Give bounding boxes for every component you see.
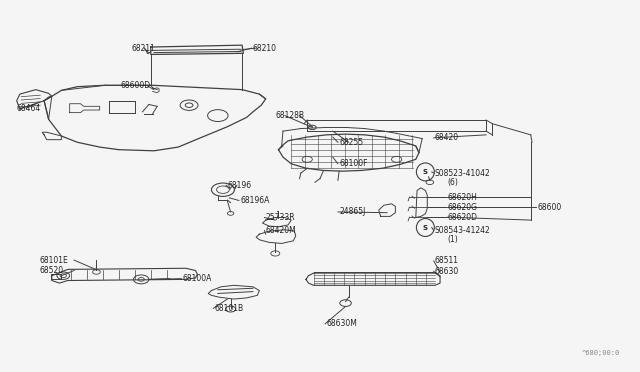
Text: 68100F: 68100F xyxy=(339,159,367,168)
Text: 68620G: 68620G xyxy=(448,203,477,212)
Text: 68128B: 68128B xyxy=(275,111,304,120)
Text: 68600D: 68600D xyxy=(121,81,151,90)
Text: S08543-41242: S08543-41242 xyxy=(435,226,491,235)
Text: 25733R: 25733R xyxy=(266,213,295,222)
Text: 68620D: 68620D xyxy=(448,213,477,222)
Text: 68520: 68520 xyxy=(39,266,63,275)
Text: 68210: 68210 xyxy=(253,44,277,52)
Text: 68211: 68211 xyxy=(132,44,156,52)
Text: 68464: 68464 xyxy=(17,104,41,113)
Text: 68255: 68255 xyxy=(339,138,364,147)
Text: 68101B: 68101B xyxy=(214,304,244,313)
Text: 68100A: 68100A xyxy=(182,274,212,283)
Text: 68196A: 68196A xyxy=(240,196,269,205)
Text: 24865J: 24865J xyxy=(339,208,365,217)
Text: 68101E: 68101E xyxy=(39,256,68,264)
Text: ^680;00:0: ^680;00:0 xyxy=(582,350,620,356)
Text: S: S xyxy=(423,225,428,231)
Text: 68630M: 68630M xyxy=(326,320,357,328)
Text: 68420: 68420 xyxy=(435,133,459,142)
Text: S: S xyxy=(423,169,428,175)
Text: (6): (6) xyxy=(448,178,459,187)
Text: 68620H: 68620H xyxy=(448,193,477,202)
Text: 68196: 68196 xyxy=(227,181,252,190)
Text: 68600: 68600 xyxy=(537,203,561,212)
Text: 68420M: 68420M xyxy=(266,226,296,235)
Text: S08523-41042: S08523-41042 xyxy=(435,169,491,177)
Text: 68511: 68511 xyxy=(435,256,459,265)
Text: 68630: 68630 xyxy=(435,267,460,276)
Text: (1): (1) xyxy=(448,235,458,244)
